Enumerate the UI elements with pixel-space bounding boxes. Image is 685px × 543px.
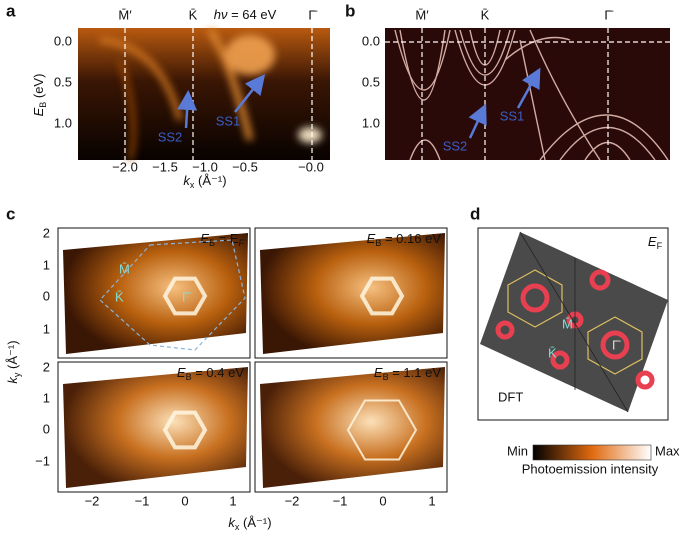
- method-label: DFT: [498, 389, 523, 404]
- y-tick-label: 0.5: [54, 74, 72, 89]
- panel-letter: a: [6, 1, 16, 20]
- colorbar: [532, 444, 652, 461]
- map-energy-label: EB = 1.1 eV: [374, 365, 441, 382]
- x-tick-label: 0: [379, 493, 386, 508]
- panel-letter: c: [6, 204, 15, 223]
- point-label: M̄′: [118, 7, 132, 22]
- arpes-image: [78, 28, 330, 161]
- point-label: Γ̄: [604, 7, 613, 22]
- annotation: SS1: [216, 113, 241, 128]
- x-tick-label: 1: [428, 493, 435, 508]
- point-label: M̄: [119, 261, 130, 276]
- map-energy-label: EB = EF: [200, 231, 244, 248]
- y-tick-label: 1.0: [362, 115, 380, 130]
- annotation: SS2: [443, 138, 468, 153]
- annotation: SS1: [500, 108, 525, 123]
- x-tick-label: −1: [333, 493, 348, 508]
- arpes-map: [260, 367, 445, 488]
- x-tick-label: −0.5: [232, 159, 258, 174]
- x-tick-label: −1.0: [192, 159, 218, 174]
- y-tick-label: 1.0: [54, 115, 72, 130]
- photon-energy: hν = 64 eV: [214, 7, 277, 22]
- x-tick-label: 1: [229, 493, 236, 508]
- point-label: K̄: [548, 345, 557, 360]
- band-structure: [385, 28, 670, 161]
- y-tick-label: 1: [43, 257, 50, 272]
- point-label: K̄: [115, 289, 124, 304]
- energy-label: EF: [648, 234, 663, 251]
- x-tick-label: −1: [135, 493, 150, 508]
- arpes-map: [63, 233, 248, 354]
- y-axis-label: ky (Å⁻¹): [5, 340, 22, 383]
- y-tick-label: 0.0: [362, 33, 380, 48]
- dft-map: [480, 231, 668, 413]
- point-label: Γ̄: [308, 7, 317, 22]
- brillouin-zone: [99, 239, 246, 351]
- point-label: K̄: [481, 7, 490, 22]
- panel-letter: b: [345, 1, 355, 20]
- y-tick-label: 0.0: [54, 33, 72, 48]
- map-energy-label: EB = 0.4 eV: [177, 365, 244, 382]
- arrow: [177, 90, 198, 129]
- x-tick-label: −2: [85, 493, 100, 508]
- hexagon-feature: [359, 276, 405, 316]
- x-axis-label: kx (Å⁻¹): [228, 515, 271, 532]
- hexagon-feature: [162, 276, 208, 316]
- y-tick-label: 0: [43, 421, 50, 436]
- arrow: [468, 103, 487, 139]
- annotation: SS2: [158, 129, 183, 144]
- arrow: [516, 67, 541, 109]
- map-energy-label: EB = 0.16 eV: [367, 231, 442, 248]
- hexagon-feature: [162, 410, 208, 450]
- y-tick-label: 1: [43, 321, 50, 336]
- colorbar-max: Max: [655, 443, 680, 458]
- point-label: Γ̄: [612, 337, 621, 352]
- y-tick-label: −1: [35, 453, 50, 468]
- x-tick-label: 0: [181, 493, 188, 508]
- panel-letter: d: [470, 204, 480, 223]
- y-tick-label: 0.5: [362, 74, 380, 89]
- hexagon-feature: [346, 399, 418, 461]
- arrow: [234, 74, 266, 113]
- x-tick-label: −2.0: [112, 159, 138, 174]
- x-axis-label: kx (Å⁻¹): [183, 173, 226, 190]
- x-tick-label: −1.5: [152, 159, 178, 174]
- x-tick-label: −0.0: [298, 159, 324, 174]
- arpes-map: [260, 233, 445, 354]
- colorbar-min: Min: [507, 443, 528, 458]
- colorbar-label: Photoemission intensity: [522, 461, 659, 476]
- point-label: K̄: [189, 7, 198, 22]
- arpes-map: [63, 367, 248, 488]
- y-tick-label: 2: [43, 225, 50, 240]
- point-label: Γ̄: [182, 289, 191, 304]
- y-tick-label: 0: [43, 288, 50, 303]
- x-tick-label: −2: [285, 493, 300, 508]
- y-tick-label: 1: [43, 390, 50, 405]
- y-axis-label: EB (eV): [31, 74, 48, 117]
- y-tick-label: 2: [43, 359, 50, 374]
- point-label: M̄: [562, 316, 573, 331]
- point-label: M̄′: [415, 7, 429, 22]
